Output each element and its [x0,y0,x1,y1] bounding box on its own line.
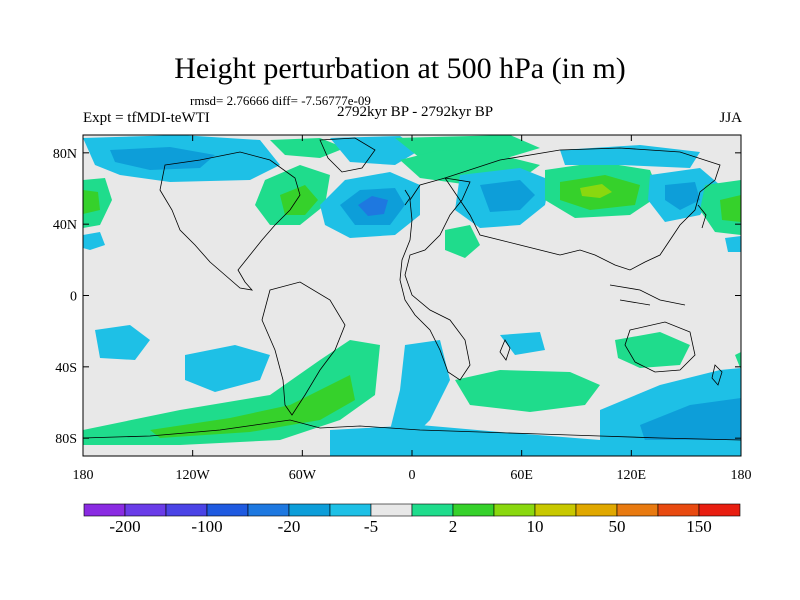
contour-green-australia [615,332,690,368]
colorbar-swatch [288,503,331,517]
map-panel [83,135,741,456]
x-tick-label: 120W [176,468,211,483]
colorbar-label: -20 [277,517,301,536]
colorbar-swatch [575,503,618,517]
coast-japan [697,204,707,229]
plot-title: Height perturbation at 500 hPa (in m) [174,52,626,85]
colorbar-swatch [452,503,495,517]
contour-yellowgreen-south-pacific-band [150,375,355,438]
y-tick-label: 40S [55,361,77,376]
coast-antarctica [83,419,741,441]
left-subtitle: Expt = tfMDI-teWTI [83,110,210,126]
coast-europe-africa [399,177,471,381]
contour-mid-blue-eurasia [480,180,535,212]
contour-mid-blue-east-asia [665,182,700,210]
stats-text: rmsd= 2.76666 diff= -7.56777e-09 [190,93,371,108]
x-tick-label: 0 [409,468,416,483]
colorbar-swatch [206,503,249,517]
contour-green-arctic [270,138,345,158]
coast-south-america [261,281,346,416]
contour-blue-south-atlantic-core [390,340,450,440]
x-axis: 180 120W 60W 0 60E 120E 180 [73,135,752,483]
contour-blue-subtropical-pacific [83,232,105,250]
coast-greenland [319,137,376,173]
x-tick-label: 60E [510,468,533,483]
coast-australia [624,321,696,373]
colorbar-swatch [165,503,208,517]
colorbar-label: 50 [608,517,626,536]
colorbar-label: 10 [526,517,544,536]
contour-blue-west-pacific-tropics [725,236,741,252]
y-tick-label: 80N [53,147,77,162]
x-tick-label: 120E [617,468,647,483]
colorbar-label: -100 [191,517,223,536]
contour-green-nw-pacific [700,180,741,235]
colorbar-label: -5 [363,517,379,536]
colorbar-swatch [329,503,372,517]
contour-yellowgreen-west-atlantic [280,185,318,215]
colorbar [83,503,741,517]
coast-asia [444,147,721,271]
contour-blue-antarctica [330,425,741,456]
contour-green-south-indian [455,370,600,412]
colorbar-swatch [247,503,290,517]
x-tick-label: 180 [731,468,752,483]
coast-new-zealand [711,364,723,386]
colorbar-label: -200 [109,517,141,536]
y-tick-label: 80S [55,432,77,447]
colorbar-swatch [493,503,536,517]
colorbar-swatch [370,503,413,517]
contour-fill-layer-south [83,325,741,456]
colorbar-swatch [616,503,659,517]
contour-yellow-central-asia [580,184,612,198]
colorbar-swatch [124,503,167,517]
y-tick-label: 40N [53,218,77,233]
colorbar-swatch [83,503,126,517]
contour-yellowgreen-ne-pacific [83,190,100,214]
contour-green-med [445,225,480,258]
coast-north-america [159,151,301,291]
contour-blue-indian-ocean [500,332,545,355]
season-label: JJA [719,110,742,126]
colorbar-swatch [534,503,577,517]
contour-fill-layer [83,135,741,258]
coast-madagascar [499,339,511,361]
contour-blue-south-pacific-1 [95,325,150,360]
x-tick-label: 180 [73,468,94,483]
colorbar-swatch [657,503,700,517]
contour-blue-north-pacific-core [110,147,215,170]
colorbar-swatch [698,503,741,517]
x-tick-label: 60W [289,468,317,483]
coast-uk [404,189,411,206]
colorbar-label: 150 [686,517,712,536]
y-tick-label: 0 [70,290,77,305]
center-subtitle: 2792kyr BP - 2792kyr BP [336,104,494,120]
contour-yellowgreen-nw-pacific [720,195,741,222]
coastlines [83,137,741,441]
coast-indonesia [609,284,686,306]
y-axis: 80N 40N 0 40S 80S [53,147,741,447]
contour-dark-blue-north-atlantic [358,196,388,216]
contour-green-south-indian-east [735,352,741,370]
colorbar-label: 2 [448,517,458,536]
colorbar-swatch [411,503,454,517]
contour-blue-south-pacific-2 [185,345,270,392]
